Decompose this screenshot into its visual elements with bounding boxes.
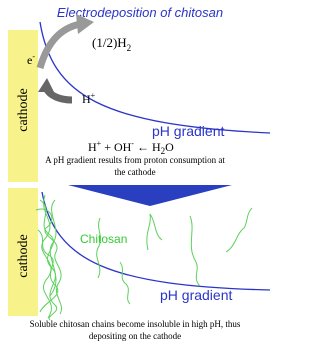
hydrogen: (1/2)H2 bbox=[92, 35, 131, 53]
reaction: H+ + OH- ← H2O bbox=[88, 139, 174, 156]
down-arrow bbox=[68, 185, 232, 206]
proton: H+ bbox=[82, 91, 96, 106]
caption-line: the cathode bbox=[114, 167, 155, 177]
electron-arrow bbox=[40, 24, 80, 68]
reaction-part: ← H bbox=[134, 140, 161, 154]
hydrogen-base: (1/2)H bbox=[92, 35, 127, 50]
chitosan-label: Chitosan bbox=[80, 232, 127, 246]
proton-sup: + bbox=[91, 91, 96, 100]
gradient-label: pH gradient bbox=[152, 123, 224, 139]
reaction-part: H bbox=[88, 140, 97, 154]
caption-line: Soluble chitosan chains become insoluble… bbox=[30, 319, 241, 329]
proton-base: H bbox=[82, 92, 91, 106]
caption-line: depositing on the cathode bbox=[89, 331, 181, 341]
reaction-part: O bbox=[165, 140, 174, 154]
cathode-label: cathode bbox=[16, 88, 31, 132]
caption-line: A pH gradient results from proton consum… bbox=[45, 155, 225, 165]
cathode-label: cathode bbox=[16, 234, 31, 278]
arrow-head bbox=[38, 78, 54, 92]
hydrogen-sub: 2 bbox=[127, 43, 132, 53]
reaction-part: + OH bbox=[101, 140, 131, 154]
gradient-curve bbox=[42, 192, 270, 290]
diagram: Electrodeposition of chitosan cathode e-… bbox=[0, 0, 270, 349]
gradient-label: pH gradient bbox=[160, 287, 232, 303]
gradient-curve bbox=[40, 22, 270, 133]
electron-sup: - bbox=[32, 52, 35, 61]
